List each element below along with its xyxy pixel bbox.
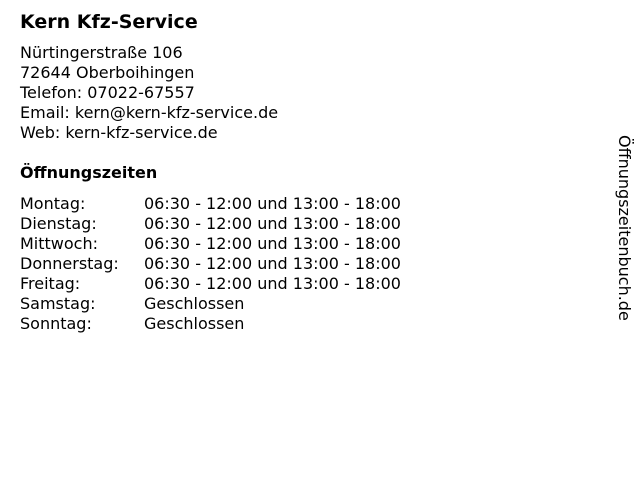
street: Nürtingerstraße 106: [20, 43, 183, 62]
website: Web: kern-kfz-service.de: [20, 123, 218, 142]
day-label: Donnerstag:: [20, 254, 119, 273]
time-value: 06:30 - 12:00 und 13:00 - 18:00: [144, 214, 401, 233]
city: 72644 Oberboihingen: [20, 63, 195, 82]
contact-block: Nürtingerstraße 106 72644 Oberboihingen …: [20, 43, 278, 143]
hours-row: Samstag: Geschlossen: [20, 294, 401, 314]
hours-row: Montag: 06:30 - 12:00 und 13:00 - 18:00: [20, 194, 401, 214]
hours-row: Donnerstag: 06:30 - 12:00 und 13:00 - 18:…: [20, 254, 401, 274]
time-value: 06:30 - 12:00 und 13:00 - 18:00: [144, 194, 401, 213]
time-value: 06:30 - 12:00 und 13:00 - 18:00: [144, 234, 401, 253]
time-value: Geschlossen: [144, 314, 245, 333]
day-label: Montag:: [20, 194, 86, 213]
day-label: Sonntag:: [20, 314, 92, 333]
hours-table: Montag: 06:30 - 12:00 und 13:00 - 18:00 D…: [20, 194, 401, 334]
time-value: 06:30 - 12:00 und 13:00 - 18:00: [144, 254, 401, 273]
day-label: Mittwoch:: [20, 234, 98, 253]
phone: Telefon: 07022-67557: [20, 83, 195, 102]
watermark-text: Öffnungszeitenbuch.de: [615, 135, 634, 321]
day-label: Samstag:: [20, 294, 96, 313]
business-name: Kern Kfz-Service: [20, 11, 198, 33]
day-label: Freitag:: [20, 274, 81, 293]
email: Email: kern@kern-kfz-service.de: [20, 103, 279, 122]
hours-row: Sonntag: Geschlossen: [20, 314, 401, 334]
day-label: Dienstag:: [20, 214, 97, 233]
hours-row: Freitag: 06:30 - 12:00 und 13:00 - 18:00: [20, 274, 401, 294]
time-value: 06:30 - 12:00 und 13:00 - 18:00: [144, 274, 401, 293]
hours-heading: Öffnungszeiten: [20, 163, 158, 182]
time-value: Geschlossen: [144, 294, 245, 313]
hours-row: Mittwoch: 06:30 - 12:00 und 13:00 - 18:00: [20, 234, 401, 254]
hours-row: Dienstag: 06:30 - 12:00 und 13:00 - 18:00: [20, 214, 401, 234]
